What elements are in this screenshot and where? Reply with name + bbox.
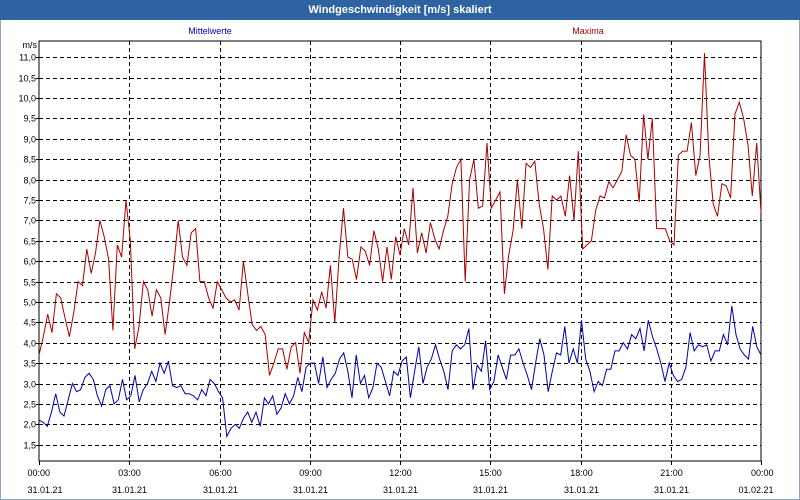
series-line-mittelwerte	[38, 305, 762, 439]
y-tick-label: 6,0	[23, 257, 36, 267]
x-tick-date: 31.01.21	[383, 485, 418, 495]
x-tick-date: 01.02.21	[738, 485, 773, 495]
y-axis: m/s 1,5 2,0 2,5 3,0 3,5 4,0 4,5 5,0 5,5 6,0 6,5 7,0…	[18, 40, 39, 451]
legend-maxima: Maxima	[572, 26, 604, 36]
grid-lines	[39, 41, 761, 461]
legend-mittelwerte: Mittelwerte	[188, 26, 232, 36]
x-tick-date: 31.01.21	[28, 485, 63, 495]
y-tick-label: 5,5	[23, 278, 36, 288]
series-lines	[38, 53, 762, 439]
y-tick-label: 4,5	[23, 318, 36, 328]
x-tick-time: 12:00	[389, 468, 412, 478]
y-tick-label: 3,0	[23, 380, 36, 390]
x-axis: 00:00 31.01.21 03:00 31.01.21 06:00 31.01.21 0…	[28, 461, 774, 495]
x-tick-date: 31.01.21	[112, 485, 147, 495]
x-tick-date: 31.01.21	[564, 485, 599, 495]
y-tick-label: 7,0	[23, 216, 36, 226]
x-tick-date: 31.01.21	[293, 485, 328, 495]
legend: Mittelwerte Maxima	[188, 26, 604, 36]
window-title: Windgeschwindigkeit [m/s] skaliert	[0, 0, 800, 20]
x-tick-date: 31.01.21	[473, 485, 508, 495]
x-tick-time: 00:00	[28, 468, 51, 478]
y-tick-label: 4,0	[23, 339, 36, 349]
x-tick-time: 09:00	[299, 468, 322, 478]
y-tick-label: 7,5	[23, 196, 36, 206]
series-line-maxima	[38, 53, 762, 376]
y-axis-unit: m/s	[23, 40, 38, 50]
y-tick-label: 11,0	[19, 53, 36, 63]
x-tick-date: 31.01.21	[654, 485, 689, 495]
x-tick-time: 06:00	[209, 468, 232, 478]
y-tick-label: 2,0	[23, 420, 36, 430]
y-tick-label: 3,5	[23, 359, 36, 369]
y-tick-label: 1,5	[23, 441, 36, 451]
x-tick-time: 15:00	[479, 468, 502, 478]
y-tick-label: 10,5	[18, 74, 36, 84]
x-tick-time: 00:00	[751, 468, 774, 478]
x-tick-date: 31.01.21	[203, 485, 238, 495]
x-tick-time: 21:00	[660, 468, 683, 478]
y-tick-label: 5,0	[23, 298, 36, 308]
y-tick-label: 6,5	[23, 237, 36, 247]
y-tick-label: 9,0	[23, 135, 36, 145]
x-tick-time: 18:00	[570, 468, 593, 478]
y-tick-label: 10,0	[18, 94, 36, 104]
x-tick-time: 03:00	[118, 468, 141, 478]
y-tick-label: 9,5	[23, 114, 36, 124]
y-tick-label: 8,5	[23, 155, 36, 165]
y-tick-label: 8,0	[23, 176, 36, 186]
y-tick-label: 2,5	[23, 400, 36, 410]
